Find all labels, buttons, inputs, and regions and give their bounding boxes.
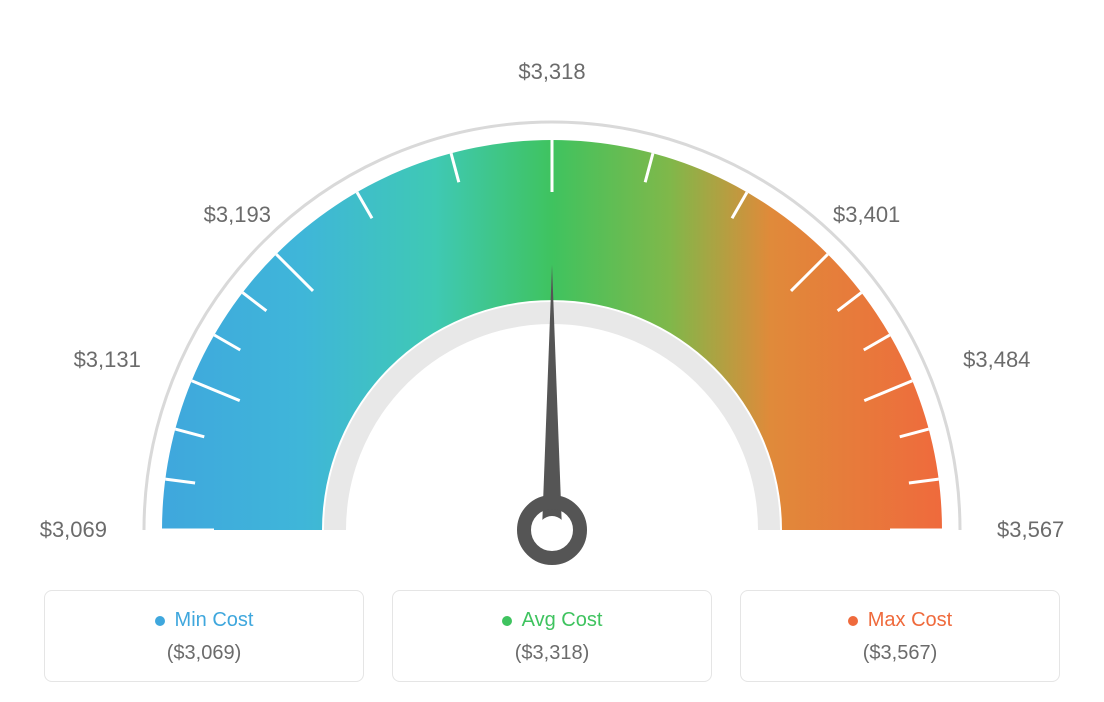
gauge-svg	[20, 20, 1084, 580]
gauge-tick-label: $3,193	[204, 202, 271, 228]
legend-label-max: Max Cost	[868, 609, 952, 632]
legend-value-min: ($3,069)	[55, 642, 353, 665]
legend-card-min: Min Cost ($3,069)	[44, 590, 364, 682]
legend-label-avg: Avg Cost	[522, 609, 603, 632]
gauge-tick-label: $3,567	[997, 517, 1064, 543]
gauge-tick-label: $3,318	[518, 59, 585, 85]
legend-dot-avg	[502, 616, 512, 626]
gauge-tick-label: $3,131	[74, 347, 141, 373]
gauge-tick-label: $3,069	[40, 517, 107, 543]
legend-card-max: Max Cost ($3,567)	[740, 590, 1060, 682]
legend-dot-max	[848, 616, 858, 626]
cost-gauge-chart: $3,069 $3,131 $3,193 $3,318 $3,401 $3,484 $3,5…	[20, 20, 1084, 580]
gauge-tick-label: $3,401	[833, 202, 900, 228]
gauge-tick-label: $3,484	[963, 347, 1030, 373]
legend-row: Min Cost ($3,069) Avg Cost ($3,318) Max …	[20, 590, 1084, 682]
gauge-needle-hub-inner	[538, 516, 566, 544]
legend-card-avg: Avg Cost ($3,318)	[392, 590, 712, 682]
legend-label-min: Min Cost	[175, 609, 254, 632]
legend-value-max: ($3,567)	[751, 642, 1049, 665]
legend-dot-min	[155, 616, 165, 626]
legend-value-avg: ($3,318)	[403, 642, 701, 665]
